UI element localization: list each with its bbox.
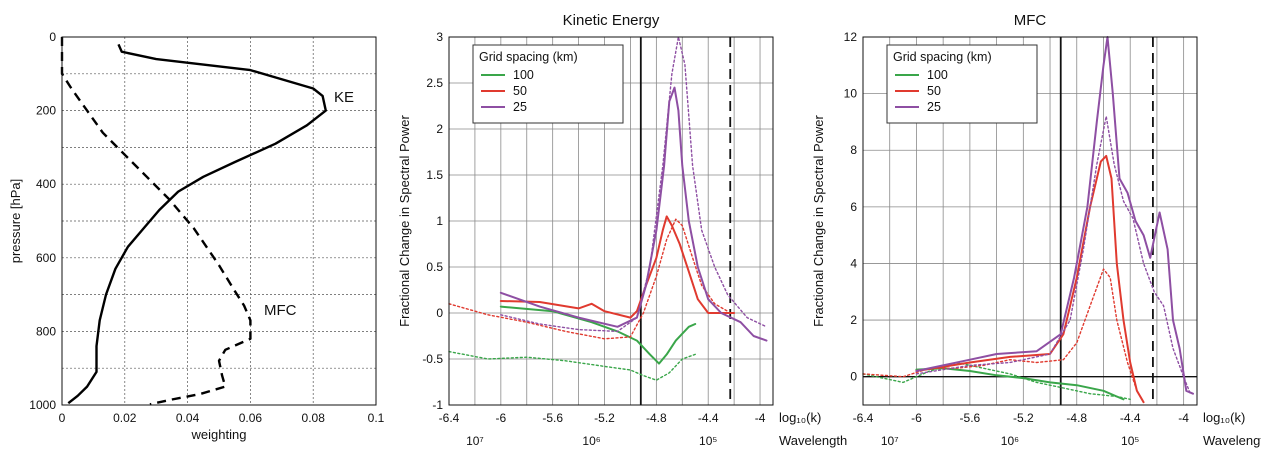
legend-entry-25: 25: [513, 100, 527, 114]
ke-annotation: KE: [334, 89, 354, 106]
legend: Grid spacing (km) 100 50 25: [886, 44, 1038, 124]
x-tick-label: 0.04: [176, 411, 200, 425]
wavelength-tick-label: 10⁷: [466, 434, 484, 448]
legend: Grid spacing (km) 100 50 25: [472, 44, 624, 124]
x-tick-label: -4.8: [1066, 411, 1087, 425]
y-tick-label: 2.5: [426, 76, 443, 90]
series-line-ke: [67, 43, 327, 405]
legend-entry-25: 25: [927, 100, 941, 114]
wavelength-tick-label: 10⁶: [582, 434, 600, 448]
x-tick-label: -5.6: [542, 411, 563, 425]
y-tick-label: -0.5: [422, 352, 443, 366]
y-tick-label: 200: [36, 104, 56, 118]
legend-entry-50: 50: [513, 84, 527, 98]
x-tick-label: -6.4: [853, 411, 874, 425]
x-tick-label: 0: [59, 411, 66, 425]
y-tick-label: 1: [436, 214, 443, 228]
legend-entry-50: 50: [927, 84, 941, 98]
y-tick-label: 800: [36, 324, 56, 338]
chart-title: Kinetic Energy: [563, 12, 660, 29]
y-axis-label: pressure [hPa]: [8, 179, 23, 264]
series-line-50-dotted-: [862, 268, 1138, 392]
y-tick-label: 8: [850, 143, 857, 157]
x-tick-label: -6: [911, 411, 922, 425]
y-tick-label: -1: [432, 398, 443, 412]
legend-box: [886, 44, 1038, 124]
x-tick-label: -4.8: [646, 411, 667, 425]
y-tick-label: 400: [36, 177, 56, 191]
x-tick-label: 0.06: [239, 411, 263, 425]
x-axis-label: log₁₀(k): [1203, 410, 1245, 425]
y-axis-label: Fractional Change in Spectral Power: [811, 114, 826, 326]
x-tick-label: -4.4: [1120, 411, 1141, 425]
y-tick-label: 1000: [29, 398, 56, 412]
x-tick-label: -4: [755, 411, 766, 425]
y-tick-label: 1.5: [426, 168, 443, 182]
y-tick-label: 600: [36, 251, 56, 265]
panel-frame: [862, 36, 1198, 406]
series-line-50-dotted-: [448, 218, 729, 340]
x-tick-label: 0.1: [368, 411, 385, 425]
wavelength-tick-label: 10⁷: [881, 434, 899, 448]
y-tick-label: 0: [49, 30, 56, 44]
series-line-100: [499, 305, 697, 365]
y-tick-label: 0: [850, 370, 857, 384]
x-tick-label: -6: [496, 411, 507, 425]
x-tick-label: -5.6: [960, 411, 981, 425]
series-line-25-dotted-: [500, 36, 768, 333]
wavelength-tick-label: 10⁶: [1001, 434, 1019, 448]
series-line-25: [915, 36, 1194, 395]
series-line-100: [915, 367, 1125, 401]
y-tick-label: 3: [436, 30, 443, 44]
series-line-100-dotted-: [448, 350, 696, 381]
legend-entry-100: 100: [513, 68, 534, 82]
x-tick-label: -5.2: [594, 411, 615, 425]
y-tick-label: 2: [436, 122, 443, 136]
y-axis-label: Fractional Change in Spectral Power: [397, 114, 412, 326]
series-line-50: [915, 154, 1145, 404]
series-line-100-dotted-: [862, 361, 1131, 400]
y-tick-label: 2: [850, 313, 857, 327]
x-tick-label: 0.08: [302, 411, 326, 425]
x-axis-label: log₁₀(k): [779, 410, 821, 425]
y-tick-label: 0: [436, 306, 443, 320]
y-tick-label: 12: [844, 30, 858, 44]
x-tick-label: 0.02: [113, 411, 137, 425]
series-line-25-dotted-: [915, 115, 1191, 395]
legend-entry-100: 100: [927, 68, 948, 82]
y-tick-label: 0.5: [426, 260, 443, 274]
kinetic-energy-panel: -6.4 -6 -5.6 -5.2 -4.8 -4.4 -4 -1 -0.5 0 0.5 1 1.5 2 2…: [397, 12, 847, 448]
y-tick-label: 10: [844, 87, 858, 101]
x-tick-label: -5.2: [1013, 411, 1034, 425]
chart-title: MFC: [1014, 12, 1047, 29]
y-tick-label: 6: [850, 200, 857, 214]
legend-box: [472, 44, 624, 124]
panel-frame: [61, 36, 377, 406]
y-tick-label: 4: [850, 256, 857, 270]
wavelength-tick-label: 10⁵: [699, 434, 717, 448]
mfc-annotation: MFC: [264, 302, 297, 319]
wavelength-tick-label: 10⁵: [1121, 434, 1139, 448]
x-axis-label: weighting: [191, 427, 247, 442]
legend-title: Grid spacing (km): [479, 50, 578, 64]
panel-frame: [448, 36, 774, 406]
x-tick-label: -4: [1178, 411, 1189, 425]
series-line-mfc: [60, 37, 252, 406]
mfc-panel: -6.4 -6 -5.6 -5.2 -4.8 -4.4 -4 0 2 4 6 8 10 12 10⁷ 10⁶…: [811, 12, 1261, 448]
wavelength-label: Wavelength: [779, 433, 847, 448]
x-tick-label: -6.4: [439, 411, 460, 425]
wavelength-label: Wavelength: [1203, 433, 1261, 448]
legend-title: Grid spacing (km): [893, 50, 992, 64]
x-tick-label: -4.4: [698, 411, 719, 425]
series-line-50: [499, 215, 736, 319]
weighting-profile-panel: 0 0.02 0.04 0.06 0.08 0.1 0 200 400 600 800 1000 we…: [8, 30, 385, 442]
series-line-25: [499, 86, 768, 342]
